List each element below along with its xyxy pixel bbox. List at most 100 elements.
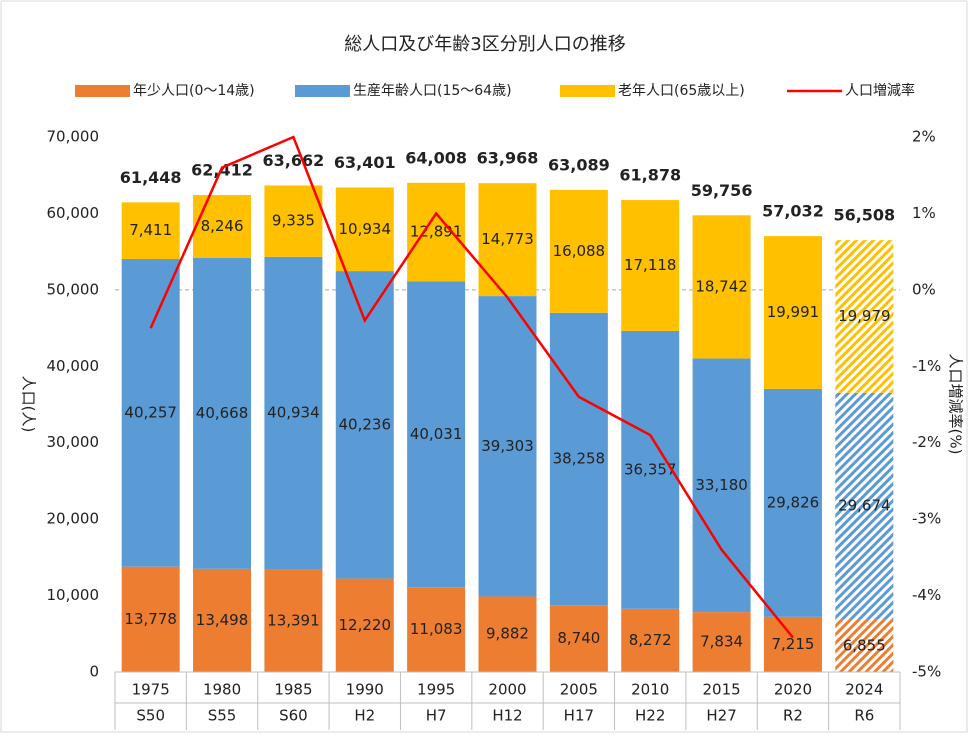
legend-swatch (75, 85, 130, 97)
data-label: 29,674 (838, 497, 891, 515)
bar-segment (621, 330, 680, 609)
data-label: 10,934 (339, 220, 392, 238)
data-label: 7,411 (129, 221, 172, 239)
legend-label: 老年人口(65歳以上) (618, 83, 745, 99)
total-label: 59,756 (691, 181, 753, 200)
bar-segment (193, 258, 252, 569)
bar-segment (835, 240, 894, 393)
bar-segment (121, 259, 180, 567)
bar-segment (478, 183, 537, 297)
total-label: 64,008 (405, 148, 467, 167)
data-label: 16,088 (553, 242, 606, 260)
data-label: 6,855 (843, 636, 886, 654)
bar-segment (478, 596, 537, 672)
data-label: 19,979 (838, 307, 891, 325)
data-label: 11,083 (410, 620, 463, 638)
data-label: 18,742 (695, 277, 748, 295)
legend-label: 人口増減率 (845, 82, 915, 99)
bar-segment (763, 616, 822, 672)
bar-segment (692, 612, 751, 672)
data-label: 33,180 (695, 476, 748, 494)
data-label: 36,357 (624, 460, 677, 478)
bar-segment (407, 587, 466, 672)
x-tick-label: 1985 (274, 681, 312, 699)
data-label: 19,991 (767, 303, 820, 321)
y-tick-label: 40,000 (47, 357, 100, 375)
bar-segment (692, 215, 751, 359)
x-sub-tick-label: H12 (492, 707, 522, 725)
y2-tick-label: -2% (912, 433, 941, 451)
data-label: 8,246 (201, 217, 244, 235)
data-label: 13,778 (124, 610, 177, 628)
data-label: 8,272 (629, 631, 672, 649)
total-label: 61,448 (120, 168, 182, 187)
x-sub-tick-label: S50 (136, 707, 165, 725)
y-tick-label: 50,000 (47, 280, 100, 298)
bar-segment (478, 296, 537, 597)
legend-label: 生産年齢人口(15～64歳) (353, 83, 512, 99)
x-tick-label: 1990 (346, 681, 384, 699)
total-label: 61,878 (619, 166, 681, 185)
y-tick-label: 60,000 (47, 204, 100, 222)
bar-segment (121, 202, 180, 260)
legend-swatch (295, 85, 350, 97)
x-sub-tick-label: R2 (783, 707, 803, 725)
x-sub-tick-label: S60 (279, 707, 308, 725)
data-label: 13,498 (196, 611, 249, 629)
bar-segment (549, 312, 608, 606)
bar-segment (549, 605, 608, 672)
bar-segment (407, 281, 466, 588)
bar-segment (763, 388, 822, 617)
y2-tick-label: -3% (912, 510, 941, 528)
y2-tick-label: -5% (912, 663, 941, 681)
bar-segment (264, 569, 323, 672)
x-tick-label: 2015 (702, 681, 740, 699)
data-label: 29,826 (767, 493, 820, 511)
x-tick-label: 1995 (417, 681, 455, 699)
total-label: 56,508 (833, 206, 895, 225)
x-sub-tick-label: H17 (564, 707, 594, 725)
bar-segment (193, 194, 252, 259)
line-series (149, 135, 794, 639)
bar-segment (621, 200, 680, 331)
bar-segment (335, 578, 394, 672)
total-label: 63,089 (548, 155, 610, 174)
x-sub-tick-label: H27 (706, 707, 736, 725)
bar-segment (549, 189, 608, 313)
data-label: 40,934 (267, 404, 320, 422)
y-tick-label: 30,000 (47, 433, 100, 451)
total-label: 63,662 (263, 151, 325, 170)
bar-segment (692, 358, 751, 613)
bar-segment (835, 619, 894, 672)
y-axis-label: 人口(人) (20, 376, 38, 433)
y-tick-label: 20,000 (47, 510, 100, 528)
bar-segment (407, 182, 466, 282)
data-label: 12,891 (410, 223, 463, 241)
bar-segment (264, 185, 323, 257)
data-label: 17,118 (624, 256, 677, 274)
bar-segment (193, 568, 252, 672)
y-tick-label: 0 (89, 663, 99, 681)
x-tick-label: 2010 (631, 681, 669, 699)
y-tick-label: 70,000 (47, 128, 100, 146)
data-label: 40,031 (410, 425, 463, 443)
legend-swatch (560, 85, 615, 97)
x-tick-label: 2005 (560, 681, 598, 699)
y2-tick-label: 0% (912, 280, 936, 298)
bar-segment (835, 392, 894, 620)
bar-segment (335, 187, 394, 272)
x-tick-label: 1975 (132, 681, 170, 699)
bar-segment (621, 608, 680, 672)
y2-tick-label: -4% (912, 586, 941, 604)
y-tick-label: 10,000 (47, 586, 100, 604)
x-tick-label: 1980 (203, 681, 241, 699)
y2-tick-label: 2% (912, 128, 936, 146)
x-tick-label: 2020 (774, 681, 812, 699)
data-label: 38,258 (553, 450, 606, 468)
total-label: 63,968 (477, 149, 539, 168)
legend-label: 年少人口(0～14歳) (133, 83, 255, 99)
chart-title: 総人口及び年齢3区分別人口の推移 (344, 34, 625, 55)
data-label: 8,740 (557, 629, 600, 647)
data-label: 40,257 (124, 403, 177, 421)
